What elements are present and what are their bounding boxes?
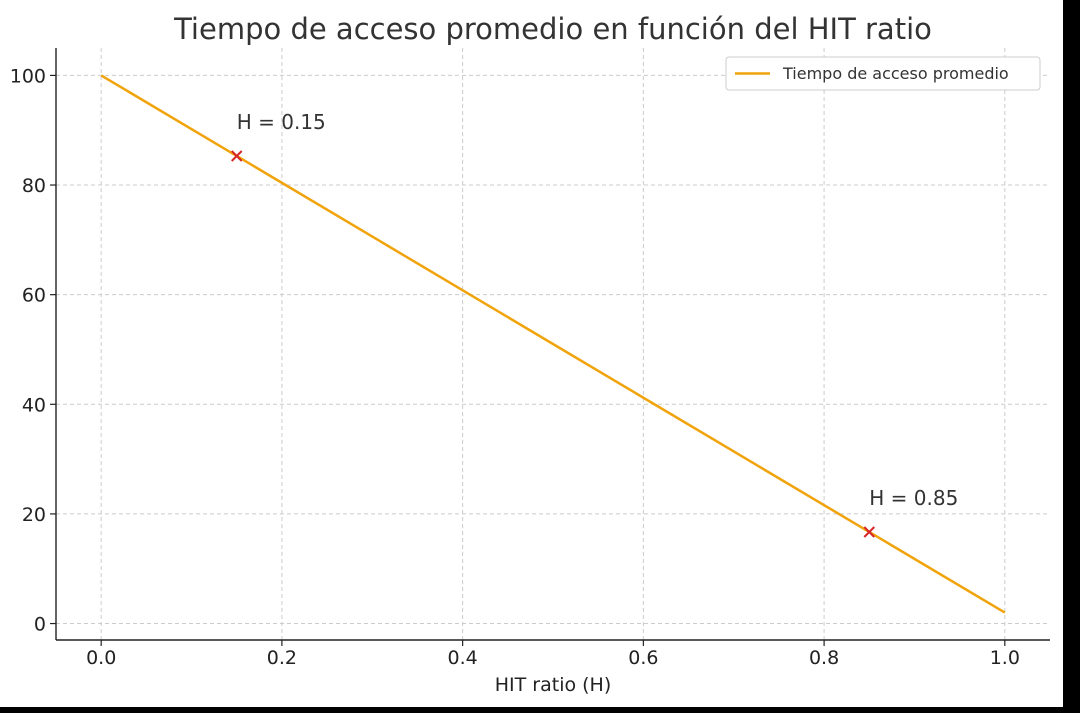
y-tick-label: 0 bbox=[34, 614, 46, 636]
x-tick-label: 0.6 bbox=[628, 647, 658, 669]
chart-figure: H = 0.15 H = 0.85 0.0 0.2 0.4 0.6 0.8 1.0 0 20 40… bbox=[0, 0, 1063, 707]
marker-annotation: H = 0.15 bbox=[237, 110, 326, 134]
marker-stroke bbox=[231, 150, 243, 162]
line-chart: H = 0.15 H = 0.85 0.0 0.2 0.4 0.6 0.8 1.0 0 20 40… bbox=[10, 12, 1050, 696]
series-line bbox=[100, 74, 1006, 614]
legend-label: Tiempo de acceso promedio bbox=[782, 64, 1009, 83]
y-tick-label: 40 bbox=[22, 394, 46, 416]
x-axis-label: HIT ratio (H) bbox=[495, 674, 612, 696]
marker-stroke bbox=[863, 526, 875, 538]
x-tick-label: 0.8 bbox=[809, 647, 839, 669]
y-tick-label: 80 bbox=[22, 175, 46, 197]
x-tick-label: 0.4 bbox=[448, 647, 478, 669]
data-marker bbox=[863, 526, 875, 538]
x-tick-label: 0.0 bbox=[86, 647, 116, 669]
x-tick-label: 0.2 bbox=[267, 647, 297, 669]
legend: Tiempo de acceso promedio bbox=[725, 56, 1041, 91]
marker-layer: H = 0.15 H = 0.85 bbox=[231, 110, 958, 538]
marker-annotation: H = 0.85 bbox=[869, 486, 958, 510]
y-tick-label: 20 bbox=[22, 504, 46, 526]
chart-title: Tiempo de acceso promedio en función del… bbox=[173, 12, 932, 46]
x-tick-label: 1.0 bbox=[990, 647, 1020, 669]
legend-box bbox=[725, 56, 1041, 91]
axes: 0.0 0.2 0.4 0.6 0.8 1.0 0 20 40 60 80 100 bbox=[10, 48, 1050, 669]
y-tick-label: 100 bbox=[10, 65, 46, 87]
text-layer: Tiempo de acceso promedio en función del… bbox=[173, 12, 932, 696]
data-marker bbox=[231, 150, 243, 162]
series-layer bbox=[100, 74, 1006, 614]
y-tick-label: 60 bbox=[22, 285, 46, 307]
